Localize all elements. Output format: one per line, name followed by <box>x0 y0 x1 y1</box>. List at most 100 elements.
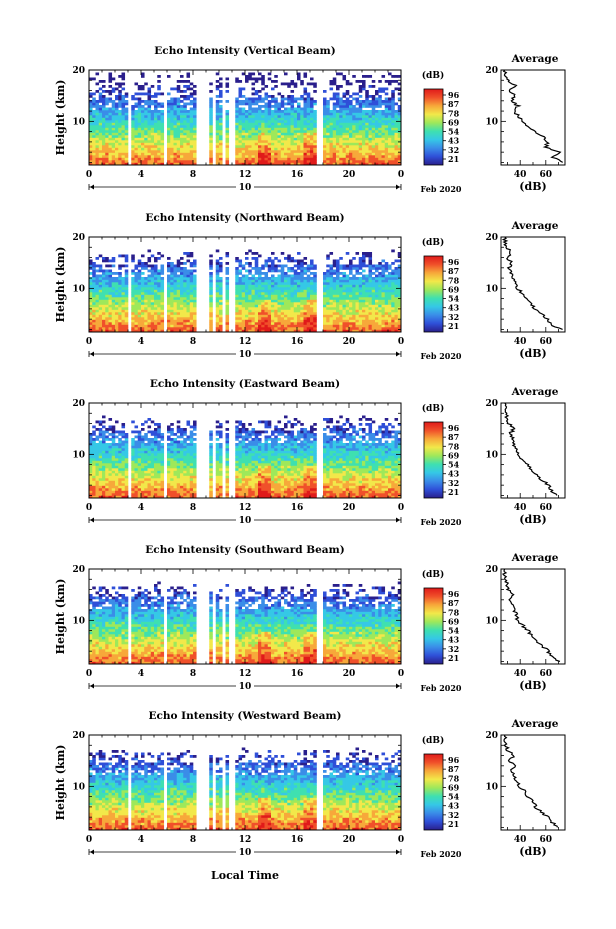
date-label: Feb 2020 <box>421 184 462 194</box>
y-tick-label: 10 <box>72 450 85 460</box>
colorbar-tick-label: 87 <box>448 99 459 109</box>
colorbar-tick-label: 43 <box>448 801 460 811</box>
profile-x-tick-label: 40 <box>514 503 527 513</box>
x-tick-label: 0 <box>86 503 92 513</box>
profile-line <box>504 402 558 496</box>
x-tick-label: 16 <box>291 669 304 679</box>
colorbar-tick-label: 87 <box>448 266 459 276</box>
profile-y-tick-label: 20 <box>485 399 498 409</box>
colorbar-tick-label: 32 <box>448 810 459 820</box>
profile-y-tick-label: 20 <box>485 66 498 76</box>
colorbar-tick-label: 54 <box>448 294 460 304</box>
profile-x-tick-label: 60 <box>540 835 553 845</box>
x-tick-label: 12 <box>239 835 252 845</box>
day-label: 10 <box>239 516 252 526</box>
profile-title: Average <box>511 53 559 65</box>
y-axis-label: Height (km) <box>54 579 67 655</box>
day-label: 10 <box>239 183 252 193</box>
x-tick-label: 12 <box>239 170 252 180</box>
colorbar-tick-label: 87 <box>448 432 459 442</box>
colorbar-tick-label: 78 <box>448 441 460 451</box>
heatmap-cells <box>89 415 402 499</box>
y-tick-label: 20 <box>72 66 85 76</box>
colorbar-tick-label: 69 <box>448 616 460 626</box>
profile-y-tick-label: 10 <box>485 782 498 792</box>
profile-y-tick-label: 10 <box>485 616 498 626</box>
y-axis-label: Height (km) <box>54 745 67 821</box>
x-tick-label: 0 <box>86 170 92 180</box>
profile-line <box>501 236 563 330</box>
x-tick-label: 0 <box>398 835 404 845</box>
profile-y-tick-label: 10 <box>485 284 498 294</box>
colorbar-tick-label: 43 <box>448 136 460 146</box>
profile-title: Average <box>511 220 559 232</box>
profile-y-tick-label: 20 <box>485 731 498 741</box>
colorbar <box>423 587 444 665</box>
colorbar-tick-label: 32 <box>448 312 459 322</box>
x-tick-label: 20 <box>343 170 356 180</box>
heatmap-cells <box>89 72 402 166</box>
x-tick-label: 4 <box>138 835 144 845</box>
panel-title: Echo Intensity (Vertical Beam) <box>154 45 335 57</box>
date-label: Feb 2020 <box>421 683 462 693</box>
x-tick-label: 0 <box>86 669 92 679</box>
x-tick-label: 20 <box>343 337 356 347</box>
colorbar-tick-label: 69 <box>448 450 460 460</box>
colorbar-tick-label: 54 <box>448 460 460 470</box>
heatmap-cells <box>89 747 402 831</box>
panel-title: Echo Intensity (Northward Beam) <box>145 212 344 224</box>
y-tick-label: 20 <box>72 399 85 409</box>
x-tick-label: 12 <box>239 337 252 347</box>
x-tick-label: 8 <box>190 337 196 347</box>
colorbar-tick-label: 32 <box>448 145 459 155</box>
colorbar-tick-label: 21 <box>448 487 459 497</box>
colorbar-tick-label: 78 <box>448 108 460 118</box>
colorbar-tick-label: 69 <box>448 284 460 294</box>
colorbar <box>423 255 444 333</box>
colorbar-tick-label: 96 <box>448 755 460 765</box>
x-tick-label: 20 <box>343 503 356 513</box>
x-tick-label: 0 <box>86 835 92 845</box>
colorbar-tick-label: 32 <box>448 478 459 488</box>
colorbar-tick-label: 78 <box>448 773 460 783</box>
colorbar <box>423 421 444 499</box>
colorbar-tick-label: 54 <box>448 792 460 802</box>
y-tick-label: 20 <box>72 565 85 575</box>
y-tick-label: 10 <box>72 782 85 792</box>
date-label: Feb 2020 <box>421 517 462 527</box>
x-axis-label-local-time: Local Time <box>211 869 279 882</box>
colorbar-tick-label: 78 <box>448 607 460 617</box>
panel-1: Echo Intensity (Vertical Beam) 10 20 Height… <box>54 45 566 194</box>
profile-x-tick-label: 60 <box>540 669 553 679</box>
profile-y-tick-label: 20 <box>485 233 498 243</box>
x-tick-label: 0 <box>86 337 92 347</box>
colorbar-tick-label: 96 <box>448 90 460 100</box>
panel-title: Echo Intensity (Southward Beam) <box>145 544 344 556</box>
profile-x-label: (dB) <box>519 845 546 858</box>
panel-title: Echo Intensity (Westward Beam) <box>148 710 341 722</box>
profile-y-tick-label: 10 <box>485 117 498 127</box>
x-tick-label: 16 <box>291 835 304 845</box>
x-tick-label: 12 <box>239 669 252 679</box>
profile-x-tick-label: 40 <box>514 835 527 845</box>
colorbar-title: (dB) <box>422 237 444 248</box>
x-tick-label: 12 <box>239 503 252 513</box>
profile-x-label: (dB) <box>519 347 546 360</box>
x-tick-label: 4 <box>138 503 144 513</box>
profile-x-tick-label: 40 <box>514 669 527 679</box>
profile-y-tick-label: 10 <box>485 450 498 460</box>
y-tick-label: 20 <box>72 233 85 243</box>
colorbar-title: (dB) <box>422 735 444 746</box>
day-label: 10 <box>239 682 252 692</box>
day-label: 10 <box>239 350 252 360</box>
colorbar-tick-label: 21 <box>448 653 459 663</box>
colorbar-tick-label: 21 <box>448 321 459 331</box>
colorbar-tick-label: 69 <box>448 117 460 127</box>
profile-line <box>502 69 564 163</box>
profile-frame <box>500 402 566 499</box>
colorbar-tick-label: 87 <box>448 764 459 774</box>
colorbar <box>423 88 444 166</box>
panel-3: Echo Intensity (Eastward Beam) 10 20 0 4 8 12 1… <box>72 378 566 527</box>
profile-x-tick-label: 60 <box>540 337 553 347</box>
